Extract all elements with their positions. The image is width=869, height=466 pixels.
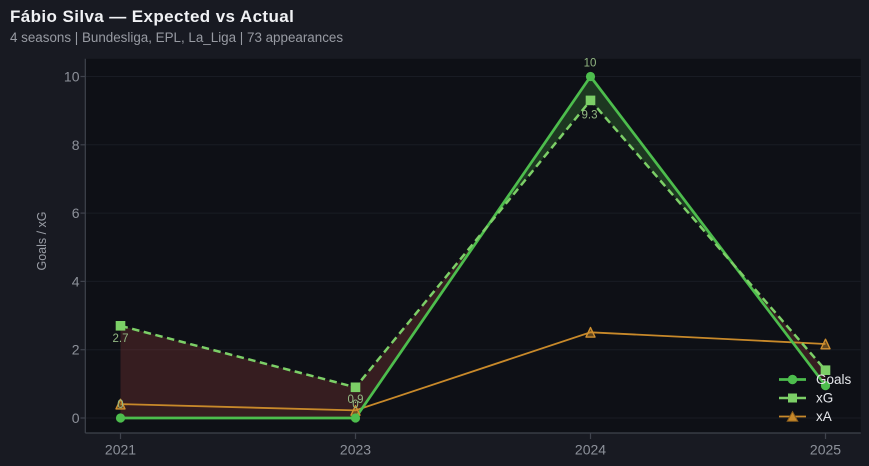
svg-text:0: 0 [352, 399, 358, 411]
svg-text:9.3: 9.3 [582, 110, 598, 122]
svg-text:2023: 2023 [340, 442, 371, 458]
svg-text:10: 10 [64, 69, 80, 85]
svg-text:10: 10 [584, 58, 597, 70]
svg-text:0: 0 [72, 410, 80, 426]
svg-text:4: 4 [72, 273, 80, 289]
svg-text:xG: xG [816, 391, 833, 406]
svg-text:xA: xA [816, 409, 832, 424]
svg-text:0: 0 [117, 399, 123, 411]
svg-text:8: 8 [72, 137, 80, 153]
svg-text:Goals / xG: Goals / xG [35, 211, 49, 270]
svg-text:2024: 2024 [575, 442, 606, 458]
svg-text:2021: 2021 [105, 442, 136, 458]
svg-text:2025: 2025 [810, 442, 841, 458]
svg-text:0.9: 0.9 [348, 394, 364, 406]
svg-text:2: 2 [72, 342, 80, 358]
svg-text:Goals: Goals [816, 372, 852, 387]
svg-text:2.7: 2.7 [113, 333, 129, 345]
svg-text:6: 6 [72, 205, 80, 221]
